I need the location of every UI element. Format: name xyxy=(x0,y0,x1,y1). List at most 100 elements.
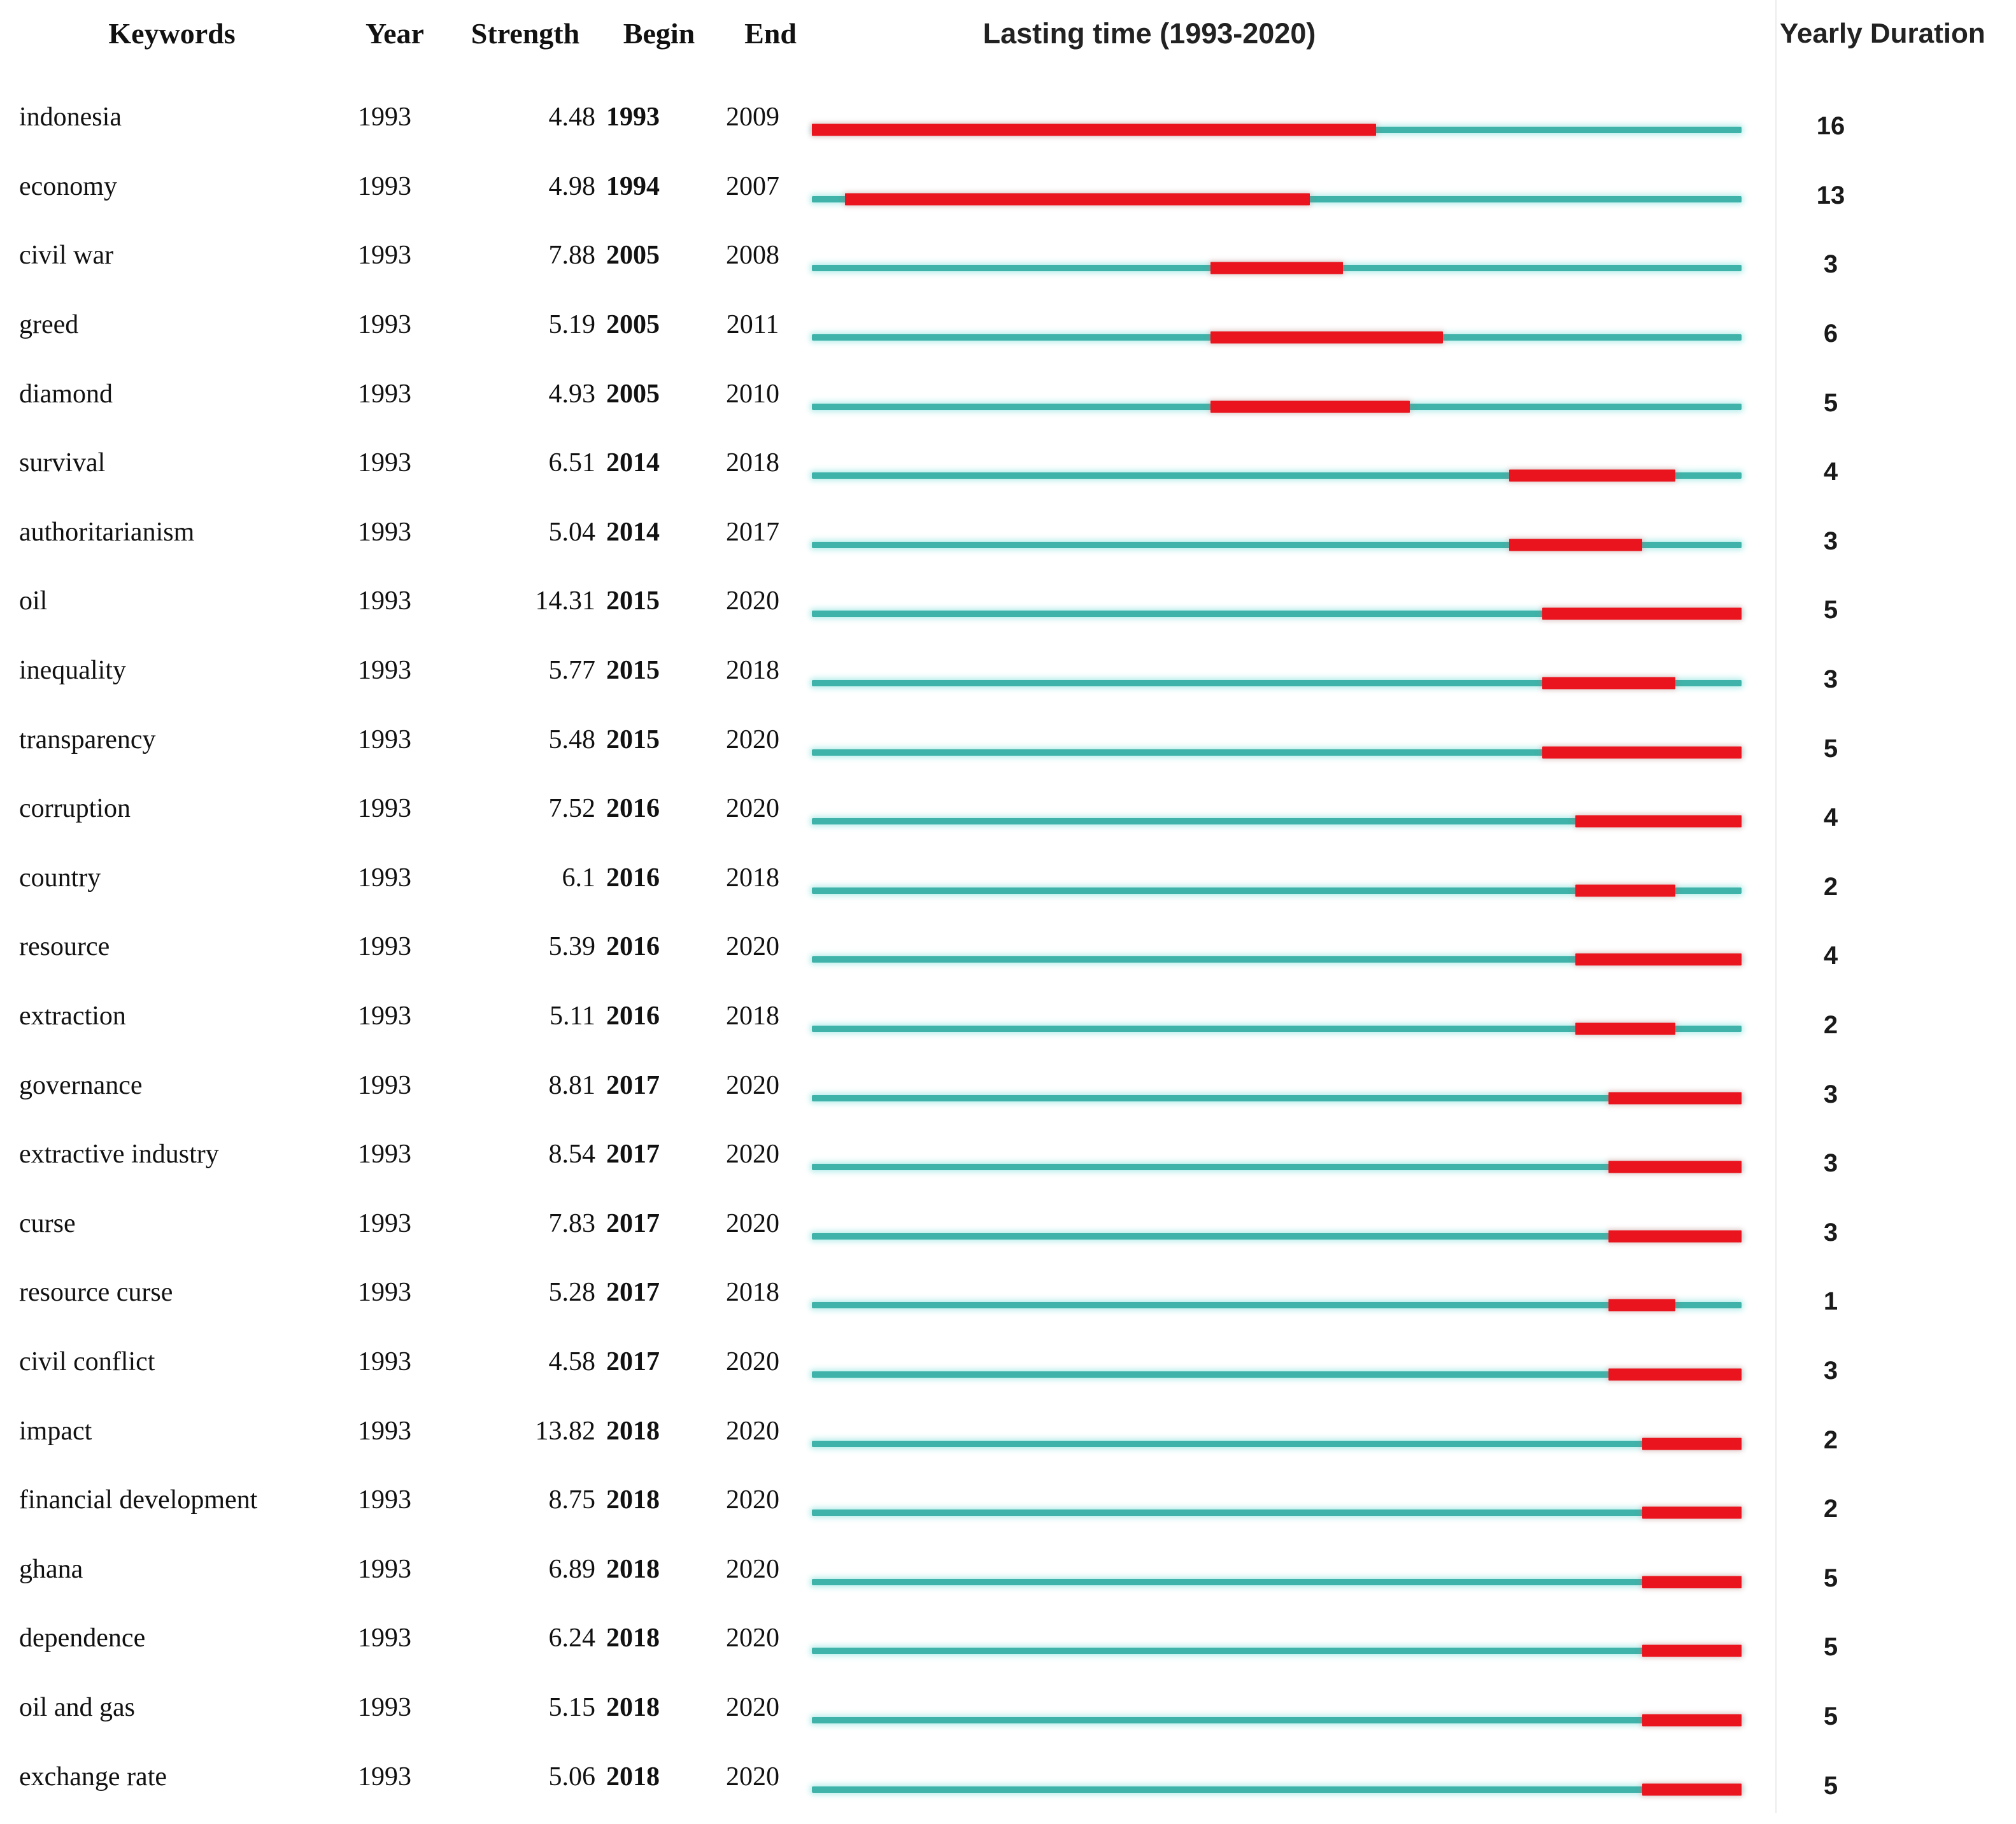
duration-cell: 5 xyxy=(1823,1771,1838,1800)
baseline-line xyxy=(812,1026,1742,1033)
begin-cell: 2005 xyxy=(606,310,660,340)
year-cell: 1993 xyxy=(358,1623,411,1653)
strength-cell: 4.98 xyxy=(548,171,596,201)
burst-bar xyxy=(1575,953,1742,966)
begin-cell: 2018 xyxy=(606,1416,660,1446)
baseline-line xyxy=(812,472,1742,479)
keyword-cell: resource xyxy=(19,932,110,962)
duration-cell: 3 xyxy=(1823,1218,1838,1247)
keyword-cell: economy xyxy=(19,171,117,201)
keyword-cell: ghana xyxy=(19,1554,83,1584)
duration-cell: 3 xyxy=(1823,527,1838,555)
baseline-line xyxy=(812,1233,1742,1240)
col-header-begin: Begin xyxy=(623,17,695,50)
begin-cell: 2017 xyxy=(606,1347,660,1376)
baseline-line xyxy=(812,1371,1742,1378)
table-row: civil war 1993 7.88 2005 2008 3 xyxy=(0,234,2016,303)
end-cell: 2020 xyxy=(726,725,779,754)
table-row: extractive industry 1993 8.54 2017 2020 3 xyxy=(0,1133,2016,1202)
burst-track xyxy=(812,676,1742,690)
year-cell: 1993 xyxy=(358,725,411,754)
year-cell: 1993 xyxy=(358,1416,411,1446)
keyword-cell: inequality xyxy=(19,656,126,686)
duration-cell: 6 xyxy=(1823,320,1838,348)
keyword-cell: oil xyxy=(19,586,48,616)
year-cell: 1993 xyxy=(358,517,411,547)
baseline-line xyxy=(812,1094,1742,1101)
keyword-cell: civil conflict xyxy=(19,1347,155,1376)
burst-track xyxy=(812,469,1742,483)
strength-cell: 13.82 xyxy=(535,1416,596,1446)
begin-cell: 2014 xyxy=(606,448,660,478)
end-cell: 2020 xyxy=(726,932,779,962)
begin-cell: 2015 xyxy=(606,656,660,686)
begin-cell: 2018 xyxy=(606,1762,660,1792)
col-header-end: End xyxy=(744,17,797,50)
strength-cell: 8.81 xyxy=(548,1070,596,1100)
begin-cell: 2016 xyxy=(606,932,660,962)
begin-cell: 2014 xyxy=(606,517,660,547)
begin-cell: 2018 xyxy=(606,1692,660,1722)
duration-cell: 5 xyxy=(1823,1702,1838,1730)
begin-cell: 2017 xyxy=(606,1208,660,1238)
duration-cell: 3 xyxy=(1823,1149,1838,1178)
end-cell: 2020 xyxy=(726,586,779,616)
burst-bar xyxy=(1642,1644,1742,1657)
table-row: dependence 1993 6.24 2018 2020 5 xyxy=(0,1616,2016,1686)
keyword-cell: diamond xyxy=(19,379,113,409)
table-row: inequality 1993 5.77 2015 2018 3 xyxy=(0,649,2016,718)
table-row: impact 1993 13.82 2018 2020 2 xyxy=(0,1409,2016,1478)
strength-cell: 5.04 xyxy=(548,517,596,547)
begin-cell: 2018 xyxy=(606,1485,660,1515)
year-cell: 1993 xyxy=(358,1347,411,1376)
burst-track xyxy=(812,1575,1742,1589)
rows-container: indonesia 1993 4.48 1993 2009 16 economy 1993 4.… xyxy=(0,95,2016,1824)
burst-bar xyxy=(1575,1022,1675,1035)
baseline-line xyxy=(812,1716,1742,1723)
duration-cell: 3 xyxy=(1823,250,1838,279)
end-cell: 2020 xyxy=(726,1692,779,1722)
end-cell: 2020 xyxy=(726,1762,779,1792)
duration-cell: 16 xyxy=(1816,112,1845,141)
end-cell: 2020 xyxy=(726,1485,779,1515)
strength-cell: 6.51 xyxy=(548,448,596,478)
baseline-line xyxy=(812,1440,1742,1447)
duration-cell: 2 xyxy=(1823,1425,1838,1454)
keyword-cell: greed xyxy=(19,310,79,340)
burst-bar xyxy=(1608,1230,1742,1243)
table-row: extraction 1993 5.11 2016 2018 2 xyxy=(0,994,2016,1064)
year-cell: 1993 xyxy=(358,586,411,616)
duration-cell: 5 xyxy=(1823,596,1838,625)
table-row: transparency 1993 5.48 2015 2020 5 xyxy=(0,718,2016,787)
table-row: authoritarianism 1993 5.04 2014 2017 3 xyxy=(0,511,2016,580)
table-row: resource curse 1993 5.28 2017 2018 1 xyxy=(0,1271,2016,1340)
duration-cell: 3 xyxy=(1823,665,1838,694)
burst-track xyxy=(812,1091,1742,1105)
baseline-line xyxy=(812,749,1742,756)
begin-cell: 2018 xyxy=(606,1554,660,1584)
strength-cell: 6.1 xyxy=(562,863,596,893)
year-cell: 1993 xyxy=(358,1140,411,1170)
year-cell: 1993 xyxy=(358,1554,411,1584)
end-cell: 2020 xyxy=(726,1140,779,1170)
burst-track xyxy=(812,1368,1742,1382)
burst-bar xyxy=(1575,815,1742,828)
strength-cell: 5.15 xyxy=(548,1692,596,1722)
burst-bar xyxy=(1608,1092,1742,1105)
burst-track xyxy=(812,1022,1742,1036)
begin-cell: 1994 xyxy=(606,171,660,201)
col-header-keywords: Keywords xyxy=(108,17,236,50)
burst-bar xyxy=(1608,1299,1675,1311)
col-header-strength: Strength xyxy=(471,17,580,50)
year-cell: 1993 xyxy=(358,1485,411,1515)
end-cell: 2009 xyxy=(726,103,779,132)
burst-bar xyxy=(1642,1783,1742,1796)
duration-cell: 2 xyxy=(1823,1495,1838,1524)
year-cell: 1993 xyxy=(358,103,411,132)
end-cell: 2020 xyxy=(726,1554,779,1584)
strength-cell: 5.06 xyxy=(548,1762,596,1792)
burst-bar xyxy=(1210,400,1410,413)
burst-track xyxy=(812,1160,1742,1174)
end-cell: 2020 xyxy=(726,794,779,824)
end-cell: 2011 xyxy=(726,310,779,340)
